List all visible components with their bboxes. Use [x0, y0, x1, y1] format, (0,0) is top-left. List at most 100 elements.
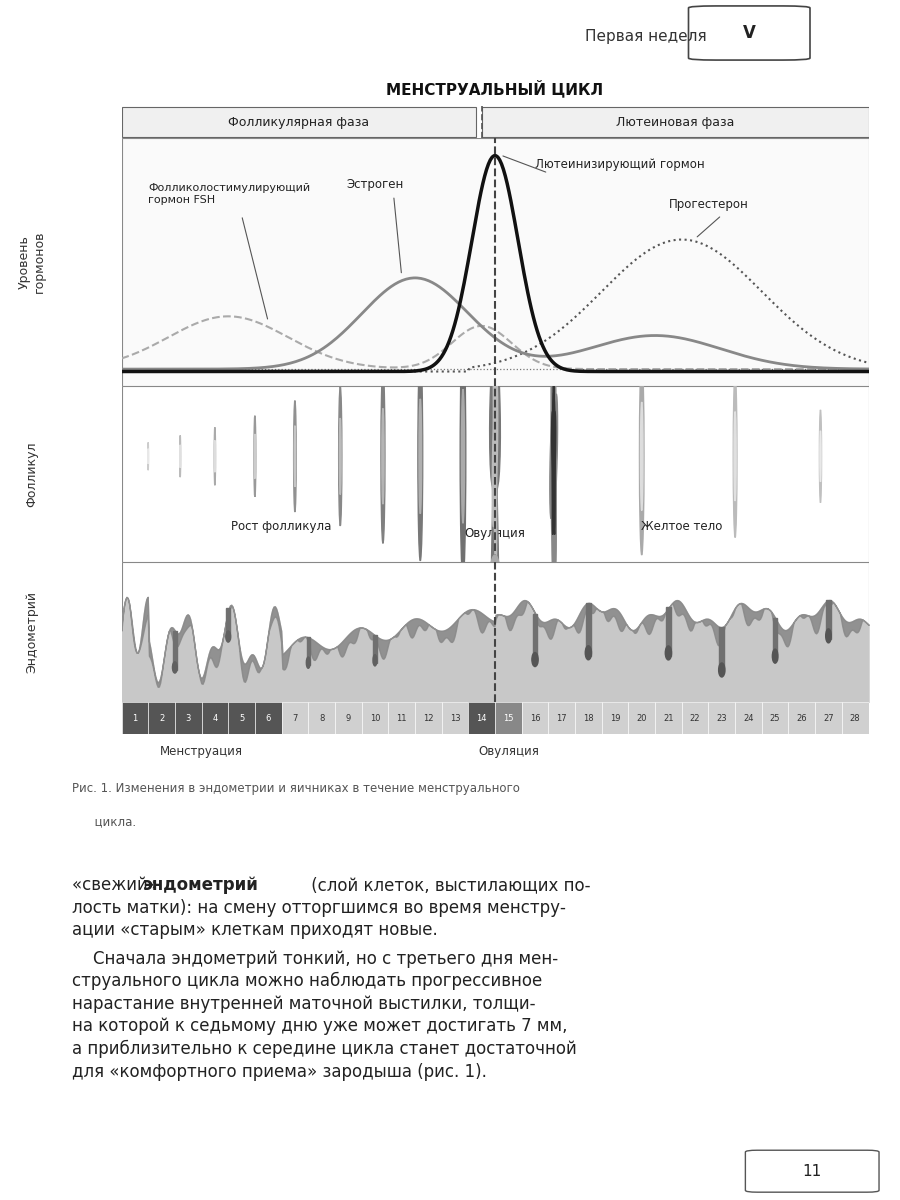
Text: (слой клеток, выстилающих по-: (слой клеток, выстилающих по-: [306, 876, 590, 894]
Text: Фолликул: Фолликул: [25, 442, 38, 506]
Ellipse shape: [532, 653, 538, 666]
Bar: [415, 702, 442, 734]
Ellipse shape: [419, 398, 421, 514]
Ellipse shape: [255, 434, 256, 479]
Text: 3: 3: [185, 714, 191, 722]
Bar: [842, 702, 868, 734]
Bar: [575, 702, 602, 734]
Bar: [602, 702, 628, 734]
Text: Лютеиновая фаза: Лютеиновая фаза: [616, 115, 734, 128]
Bar: [122, 702, 148, 734]
Ellipse shape: [819, 410, 822, 503]
Ellipse shape: [820, 431, 821, 482]
Ellipse shape: [640, 358, 644, 554]
Ellipse shape: [254, 415, 256, 497]
Ellipse shape: [772, 649, 778, 664]
Bar: [628, 702, 655, 734]
Bar: [495, 702, 522, 734]
Ellipse shape: [294, 426, 295, 487]
Text: 25: 25: [770, 714, 780, 722]
Ellipse shape: [734, 412, 736, 500]
Ellipse shape: [718, 662, 724, 677]
Bar: [682, 702, 708, 734]
Text: Овуляция: Овуляция: [464, 527, 526, 540]
Bar: [388, 702, 415, 734]
Text: 13: 13: [450, 714, 460, 722]
Ellipse shape: [462, 389, 464, 523]
Ellipse shape: [180, 436, 181, 478]
Polygon shape: [492, 332, 498, 574]
Ellipse shape: [418, 352, 423, 560]
Ellipse shape: [226, 631, 230, 642]
Text: 19: 19: [610, 714, 620, 722]
Ellipse shape: [381, 370, 385, 544]
Ellipse shape: [339, 418, 341, 494]
Ellipse shape: [585, 646, 591, 660]
Text: 8: 8: [319, 714, 324, 722]
Text: 22: 22: [689, 714, 700, 722]
Text: Эндометрий: Эндометрий: [25, 590, 38, 673]
Ellipse shape: [293, 401, 296, 512]
Text: 14: 14: [476, 714, 487, 722]
Text: для «комфортного приема» зародыша (рис. 1).: для «комфортного приема» зародыша (рис. …: [72, 1063, 487, 1081]
Text: 28: 28: [850, 714, 860, 722]
Polygon shape: [552, 364, 555, 535]
Text: Сначала эндометрий тонкий, но с третьего дня мен-: Сначала эндометрий тонкий, но с третьего…: [72, 949, 558, 967]
Text: 16: 16: [530, 714, 540, 722]
Ellipse shape: [373, 655, 377, 666]
Polygon shape: [550, 288, 558, 625]
Bar: [148, 702, 175, 734]
Bar: [229, 702, 255, 734]
Text: Первая неделя: Первая неделя: [585, 29, 706, 43]
Bar: [482, 107, 868, 137]
Text: 10: 10: [370, 714, 380, 722]
Bar: [442, 702, 468, 734]
Ellipse shape: [382, 408, 384, 504]
Text: 24: 24: [743, 714, 753, 722]
Text: 21: 21: [663, 714, 674, 722]
Text: 20: 20: [636, 714, 647, 722]
Text: 1: 1: [132, 714, 138, 722]
Text: V: V: [742, 24, 756, 42]
Bar: [773, 618, 778, 660]
Text: 23: 23: [716, 714, 727, 722]
Bar: [533, 614, 537, 664]
Bar: [122, 107, 476, 137]
FancyBboxPatch shape: [688, 6, 810, 60]
Bar: [175, 702, 202, 734]
Bar: [308, 702, 335, 734]
Text: ации «старым» клеткам приходят новые.: ации «старым» клеткам приходят новые.: [72, 922, 437, 940]
Bar: [655, 702, 682, 734]
FancyBboxPatch shape: [745, 1151, 879, 1192]
Bar: [468, 702, 495, 734]
Bar: [173, 631, 177, 671]
Bar: [761, 702, 788, 734]
Text: 26: 26: [796, 714, 807, 722]
Text: Желтое тело: Желтое тело: [641, 520, 723, 533]
Text: Рис. 1. Изменения в эндометрии и яичниках в течение менструального: Рис. 1. Изменения в эндометрии и яичника…: [72, 782, 520, 796]
Text: Рост фолликула: Рост фолликула: [231, 520, 332, 533]
Ellipse shape: [460, 335, 466, 578]
Text: Прогестерон: Прогестерон: [669, 198, 748, 211]
Bar: [826, 600, 831, 640]
Text: 11: 11: [396, 714, 407, 722]
Bar: [708, 702, 735, 734]
Ellipse shape: [551, 341, 556, 572]
Ellipse shape: [641, 402, 643, 510]
Text: 18: 18: [583, 714, 594, 722]
Bar: [374, 635, 376, 664]
Bar: [307, 637, 310, 666]
Text: 11: 11: [803, 1164, 822, 1178]
Text: 6: 6: [266, 714, 271, 722]
Text: 15: 15: [503, 714, 514, 722]
Text: «свежий»: «свежий»: [72, 876, 163, 894]
Ellipse shape: [734, 376, 737, 538]
Text: нарастание внутренней маточной выстилки, толщи-: нарастание внутренней маточной выстилки,…: [72, 995, 536, 1013]
Text: 12: 12: [423, 714, 434, 722]
Bar: [522, 702, 548, 734]
Text: лость матки): на смену отторгшимся во время менстру-: лость матки): на смену отторгшимся во вр…: [72, 899, 566, 917]
Text: Фолликулярная фаза: Фолликулярная фаза: [229, 115, 370, 128]
Bar: [202, 702, 229, 734]
Text: Менструация: Менструация: [160, 745, 243, 757]
Ellipse shape: [553, 392, 555, 520]
